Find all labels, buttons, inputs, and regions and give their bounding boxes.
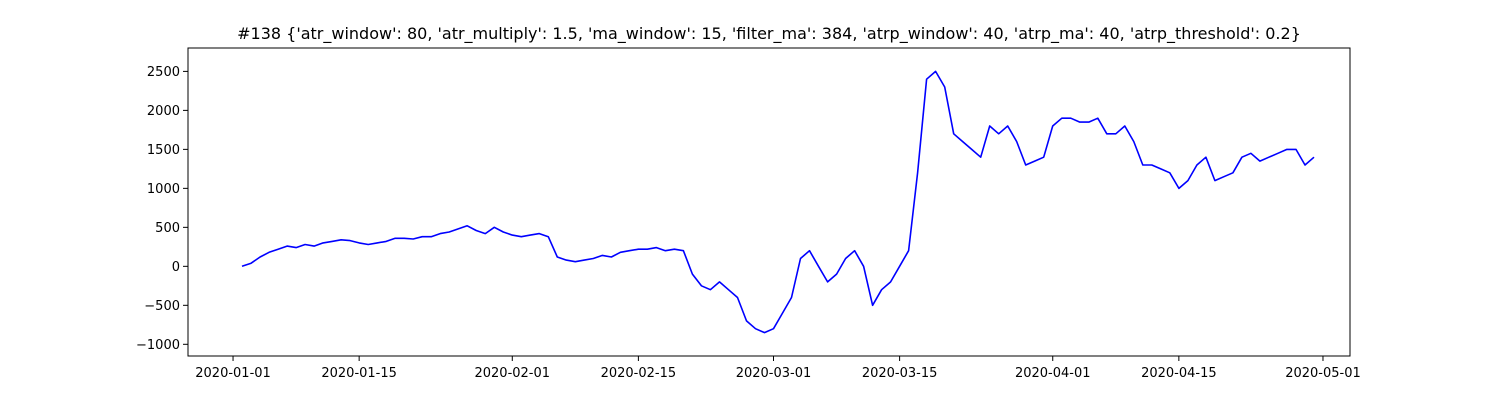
x-tick-label: 2020-01-01 — [195, 366, 271, 381]
series-line — [241, 70, 1315, 334]
y-tick-label: 500 — [155, 221, 180, 236]
x-tick-label: 2020-03-15 — [862, 366, 938, 381]
y-tick-label: 2000 — [147, 104, 180, 119]
plot-frame — [187, 47, 1351, 357]
x-tick-label: 2020-02-01 — [474, 366, 550, 381]
x-tick-label: 2020-04-01 — [1015, 366, 1091, 381]
y-tick-label: −500 — [144, 299, 180, 314]
y-axis: −1000 −500 0 500 1000 1500 2000 2500 — [136, 65, 188, 353]
y-tick-label: 0 — [172, 260, 180, 275]
y-tick-label: 1500 — [147, 143, 180, 158]
x-tick-label: 2020-01-15 — [321, 366, 397, 381]
x-tick-label: 2020-02-15 — [601, 366, 677, 381]
x-tick-label: 2020-05-01 — [1285, 366, 1361, 381]
y-tick-label: 2500 — [147, 65, 180, 80]
y-tick-label: −1000 — [136, 338, 180, 353]
chart-title: #138 {'atr_window': 80, 'atr_multiply': … — [237, 24, 1301, 44]
x-tick-label: 2020-04-15 — [1141, 366, 1217, 381]
x-axis: 2020-01-01 2020-01-15 2020-02-01 2020-02-15… — [195, 356, 1361, 381]
y-tick-label: 1000 — [147, 182, 180, 197]
x-tick-label: 2020-03-01 — [736, 366, 812, 381]
